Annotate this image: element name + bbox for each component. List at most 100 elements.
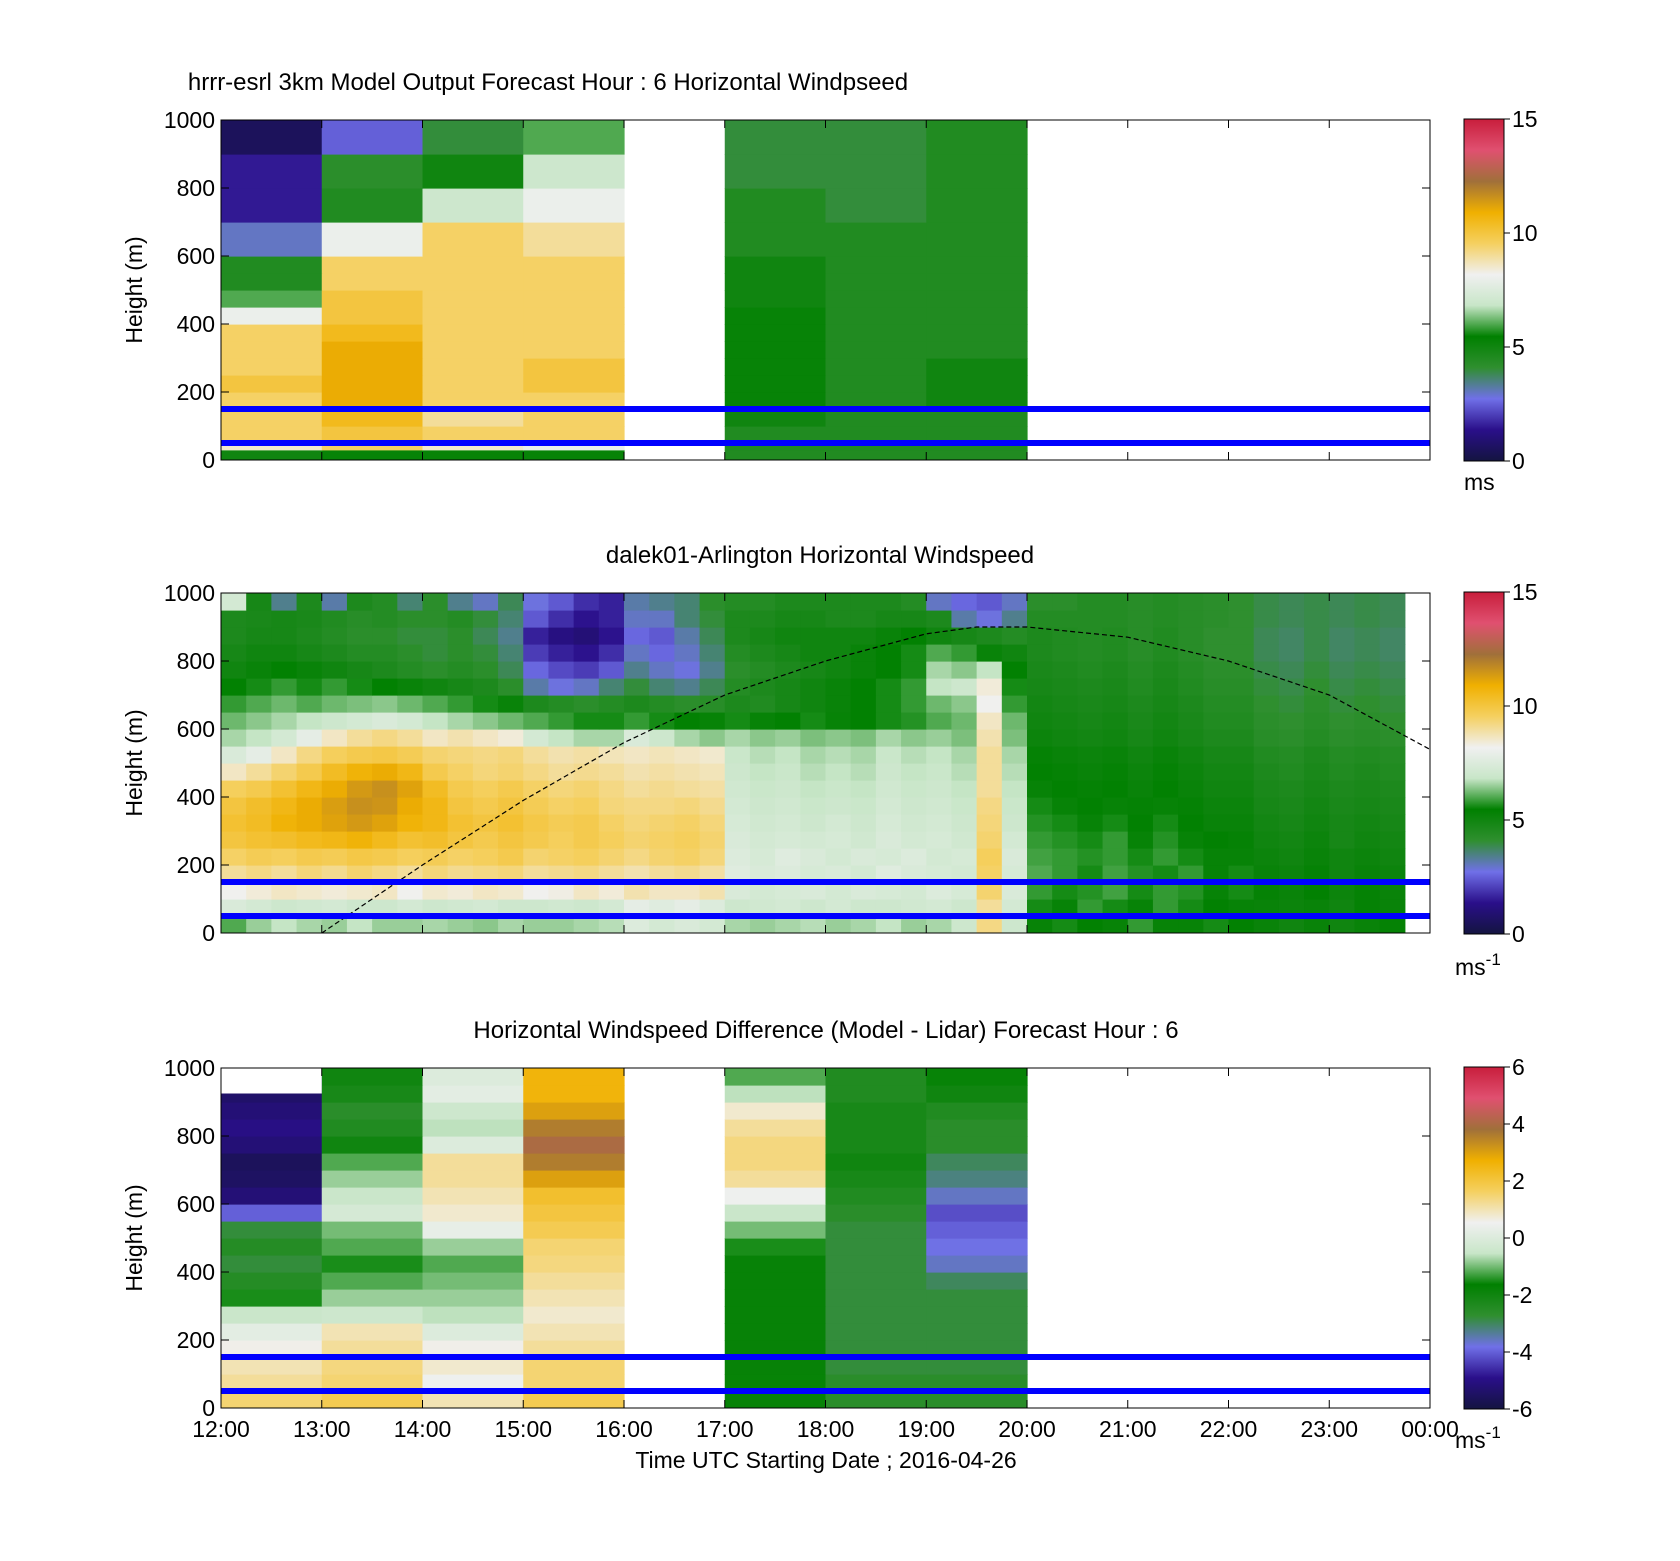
y-tick-label: 0 bbox=[202, 1395, 215, 1421]
heatmap-cell bbox=[926, 449, 1028, 460]
heatmap-cell bbox=[447, 865, 474, 883]
heatmap-cell bbox=[699, 882, 726, 900]
heatmap-cell bbox=[1329, 644, 1356, 662]
heatmap-cell bbox=[271, 831, 298, 849]
heatmap-cell bbox=[346, 661, 373, 679]
heatmap-cell bbox=[724, 1170, 827, 1188]
heatmap-cell bbox=[1379, 831, 1406, 849]
heatmap-cell bbox=[951, 644, 978, 662]
heatmap-cell bbox=[749, 746, 776, 764]
heatmap-cell bbox=[1077, 814, 1104, 832]
heatmap-cell bbox=[447, 627, 474, 645]
heatmap-cell bbox=[1253, 831, 1280, 849]
heatmap-cell bbox=[775, 848, 801, 866]
heatmap-cell bbox=[1253, 882, 1280, 900]
heatmap-cell bbox=[1379, 882, 1406, 900]
heatmap-cell bbox=[221, 341, 323, 359]
heatmap-cell bbox=[422, 831, 449, 849]
heatmap-cell bbox=[901, 780, 927, 798]
heatmap-cell bbox=[1052, 814, 1078, 832]
heatmap-cell bbox=[699, 746, 726, 764]
heatmap-cell bbox=[724, 307, 827, 325]
heatmap-cell bbox=[724, 273, 827, 291]
heatmap-cell bbox=[1178, 882, 1204, 900]
heatmap-cell bbox=[1001, 678, 1028, 696]
heatmap-cell bbox=[523, 1289, 625, 1307]
heatmap-cell bbox=[926, 865, 953, 883]
heatmap-cell bbox=[850, 797, 877, 815]
heatmap-cell bbox=[724, 1340, 827, 1358]
heatmap-cell bbox=[800, 678, 827, 696]
heatmap-cell bbox=[372, 780, 398, 798]
heatmap-cell bbox=[825, 644, 852, 662]
heatmap-cell bbox=[674, 916, 701, 933]
heatmap-cell bbox=[724, 1323, 827, 1341]
heatmap-cell bbox=[825, 392, 927, 410]
heatmap-cell bbox=[1379, 916, 1406, 933]
heatmap-cell bbox=[1379, 678, 1406, 696]
y-tick-label: 400 bbox=[177, 311, 215, 337]
heatmap-cell bbox=[649, 712, 675, 730]
heatmap-cell bbox=[447, 661, 474, 679]
heatmap-cell bbox=[1203, 712, 1230, 730]
heatmap-cell bbox=[850, 882, 877, 900]
heatmap-cell bbox=[649, 746, 675, 764]
heatmap-cell bbox=[901, 661, 927, 679]
heatmap-cell bbox=[422, 1374, 524, 1392]
heatmap-cell bbox=[573, 831, 600, 849]
heatmap-cell bbox=[976, 916, 1003, 933]
heatmap-cell bbox=[1001, 916, 1028, 933]
colorbar-unit: ms-1 bbox=[1455, 1423, 1501, 1453]
heatmap-cell bbox=[1203, 627, 1230, 645]
heatmap-cell bbox=[422, 154, 524, 189]
heatmap-cell bbox=[246, 814, 272, 832]
x-tick-label: 15:00 bbox=[494, 1416, 552, 1442]
heatmap-cell bbox=[1329, 695, 1356, 713]
heatmap-cell bbox=[800, 593, 827, 611]
heatmap-cell bbox=[825, 814, 852, 832]
heatmap-cell bbox=[498, 916, 524, 933]
heatmap-cell bbox=[674, 814, 701, 832]
heatmap-cell bbox=[498, 763, 524, 781]
heatmap-cell bbox=[296, 780, 323, 798]
heatmap-cell bbox=[1228, 661, 1255, 679]
heatmap-cell bbox=[296, 865, 323, 883]
heatmap-cell bbox=[472, 678, 499, 696]
heatmap-cell bbox=[825, 273, 927, 291]
heatmap-cell bbox=[775, 763, 801, 781]
heatmap-cell bbox=[321, 1068, 424, 1086]
heatmap-cell bbox=[901, 746, 927, 764]
heatmap-cell bbox=[1329, 610, 1356, 628]
heatmap-cell bbox=[875, 678, 902, 696]
heatmap-cell bbox=[1102, 865, 1129, 883]
heatmap-cell bbox=[926, 1085, 1028, 1103]
heatmap-cell bbox=[724, 780, 751, 798]
heatmap-cell bbox=[271, 780, 298, 798]
heatmap-cell bbox=[1354, 831, 1381, 849]
heatmap-cell bbox=[1203, 899, 1230, 917]
heatmap-cell bbox=[926, 729, 953, 747]
heatmap-cell bbox=[1278, 916, 1305, 933]
heatmap-cell bbox=[372, 661, 398, 679]
heatmap-cell bbox=[498, 780, 524, 798]
heatmap-cell bbox=[1077, 763, 1104, 781]
y-tick-label: 800 bbox=[177, 648, 215, 674]
heatmap-cell bbox=[221, 1102, 323, 1120]
heatmap-cell bbox=[1152, 661, 1179, 679]
heatmap-cell bbox=[321, 610, 348, 628]
heatmap-cell bbox=[749, 848, 776, 866]
heatmap-cell bbox=[825, 290, 927, 308]
heatmap-cell bbox=[749, 865, 776, 883]
heatmap-cell bbox=[1152, 916, 1179, 933]
colorbar-tick-label: -6 bbox=[1512, 1396, 1532, 1422]
heatmap-cell bbox=[1027, 865, 1053, 883]
heatmap-cell bbox=[422, 1221, 524, 1239]
heatmap-cell bbox=[271, 814, 298, 832]
heatmap-cell bbox=[825, 426, 927, 441]
heatmap-cell bbox=[1127, 610, 1154, 628]
heatmap-cell bbox=[1253, 899, 1280, 917]
heatmap-cell bbox=[1329, 627, 1356, 645]
heatmap-cell bbox=[321, 1136, 424, 1154]
x-tick-label: 21:00 bbox=[1099, 1416, 1157, 1442]
heatmap-cell bbox=[1354, 780, 1381, 798]
